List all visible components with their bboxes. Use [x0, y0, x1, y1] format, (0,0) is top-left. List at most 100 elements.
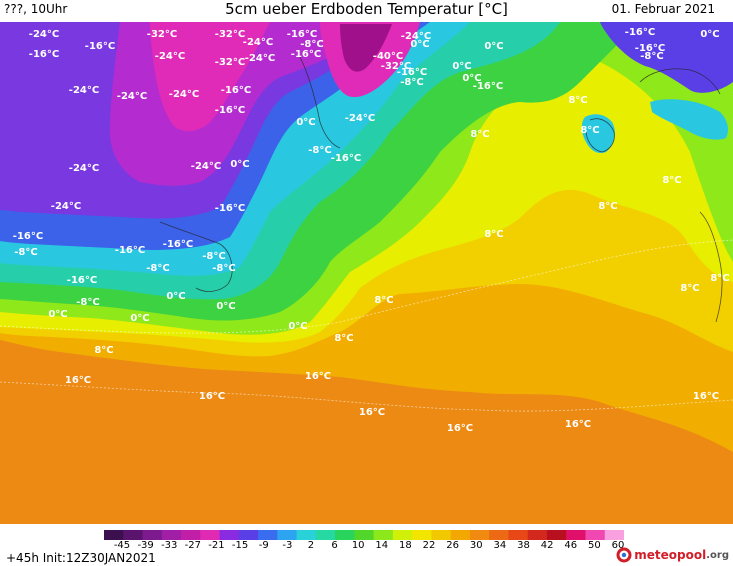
temperature-label: 16°C: [199, 391, 225, 402]
color-legend-bar: [104, 530, 624, 540]
legend-swatch: [104, 530, 124, 540]
legend-swatch: [450, 530, 471, 540]
temperature-label: 16°C: [693, 391, 719, 402]
temperature-label: 8°C: [470, 129, 489, 140]
temperature-label: 8°C: [680, 283, 699, 294]
legend-swatch: [412, 530, 433, 540]
temperature-label: -8°C: [14, 247, 37, 258]
temperature-label: -16°C: [291, 49, 321, 60]
zone-minus40: [340, 24, 392, 72]
temperature-label: 0°C: [166, 291, 185, 302]
legend-swatch: [373, 530, 394, 540]
legend-tick-label: -21: [208, 540, 225, 551]
coastlines: [159, 56, 723, 323]
temperature-label: 8°C: [568, 95, 587, 106]
temperature-label: -8°C: [308, 145, 331, 156]
temperature-label: -24°C: [243, 37, 273, 48]
temperature-label: -32°C: [215, 57, 245, 68]
temperature-label: 0°C: [288, 321, 307, 332]
temperature-label: 8°C: [374, 295, 393, 306]
temperature-label: 0°C: [410, 39, 429, 50]
temperature-label: -8°C: [212, 263, 235, 274]
temperature-label: -16°C: [215, 203, 245, 214]
legend-tick-label: -27: [184, 540, 202, 551]
legend-swatch: [258, 530, 278, 540]
temperature-label: -16°C: [29, 49, 59, 60]
legend-tick-label: 30: [469, 540, 483, 551]
temperature-label: -8°C: [146, 263, 169, 274]
temperature-label: 16°C: [359, 407, 385, 418]
temperature-label: -8°C: [76, 297, 99, 308]
logo-wordmark: meteopool: [634, 548, 707, 562]
temperature-label: -8°C: [640, 51, 663, 62]
temperature-label: -16°C: [635, 43, 665, 54]
temperature-label: -24°C: [401, 31, 431, 42]
temperature-label: 8°C: [710, 273, 729, 284]
legend-tick-label: 50: [588, 540, 601, 551]
temperature-label: -40°C: [373, 51, 403, 62]
legend-swatch: [604, 530, 624, 540]
legend-swatch: [392, 530, 413, 540]
legend-swatch: [315, 530, 336, 540]
temperature-label: 0°C: [462, 73, 481, 84]
temperature-label: -16°C: [67, 275, 97, 286]
temperature-label: -16°C: [397, 67, 427, 78]
zone-minus32: [150, 22, 270, 132]
temperature-label: -24°C: [117, 91, 147, 102]
legend-swatch: [585, 530, 606, 540]
legend-tick-label: 38: [517, 540, 530, 551]
legend-tick-label: 60: [611, 540, 625, 551]
temperature-labels: -24°C-16°C-32°C-24°C-32°C-24°C-16°C-8°C-…: [13, 27, 730, 434]
temperature-label: -16°C: [13, 231, 43, 242]
temperature-label: -24°C: [345, 113, 375, 124]
forecast-init-label: +45h Init:12Z30JAN2021: [6, 551, 156, 565]
temperature-label: -8°C: [400, 77, 423, 88]
legend-tick-label: -33: [161, 540, 178, 551]
temperature-label: -24°C: [69, 85, 99, 96]
legend-tick-label: -9: [258, 540, 269, 551]
temperature-label: 0°C: [700, 29, 719, 40]
color-legend-ticks: -45 -39 -33 -27 -21 -15 -9 -3 2 6 10 14 18 22 26 30 34 38…: [104, 540, 625, 553]
time-label: ???, 10Uhr: [4, 2, 68, 16]
map-header: ???, 10Uhr 5cm ueber Erdboden Temperatur…: [0, 0, 733, 22]
legend-swatch: [335, 530, 355, 540]
isolines: [0, 239, 733, 412]
temperature-label: -16°C: [287, 29, 317, 40]
temperature-label: -32°C: [215, 29, 245, 40]
temperature-label: -32°C: [147, 29, 177, 40]
meteopool-logo[interactable]: meteopool .org: [616, 546, 729, 564]
temperature-label: -8°C: [300, 39, 323, 50]
temperature-label: 0°C: [230, 159, 249, 170]
legend-swatch: [566, 530, 587, 540]
legend-swatch: [200, 530, 221, 540]
temperature-label: -16°C: [215, 105, 245, 116]
temperature-label: 0°C: [48, 309, 67, 320]
legend-swatch: [142, 530, 163, 540]
temperature-label: -24°C: [69, 163, 99, 174]
legend-swatch: [354, 530, 375, 540]
map-title: 5cm ueber Erdboden Temperatur [°C]: [225, 0, 508, 18]
legend-swatch: [123, 530, 144, 540]
temperature-label: -24°C: [51, 201, 81, 212]
temperature-map: -24°C-16°C-32°C-24°C-32°C-24°C-16°C-8°C-…: [0, 22, 733, 524]
temperature-label: -16°C: [221, 85, 251, 96]
temperature-label: -16°C: [115, 245, 145, 256]
temperature-label: 0°C: [484, 41, 503, 52]
temperature-label: -32°C: [381, 61, 411, 72]
legend-tick-label: 22: [422, 540, 436, 551]
legend-swatch: [431, 530, 452, 540]
temperature-label: -16°C: [85, 41, 115, 52]
legend-tick-label: 6: [331, 540, 338, 551]
temperature-label: -16°C: [473, 81, 503, 92]
temperature-label: 0°C: [452, 61, 471, 72]
temperature-label: -16°C: [163, 239, 193, 250]
legend-tick-label: 18: [399, 540, 412, 551]
meteopool-logo-icon: [616, 547, 632, 563]
temperature-label: 16°C: [565, 419, 591, 430]
legend-swatch: [219, 530, 240, 540]
valid-date: 01. Februar 2021: [611, 2, 715, 16]
temperature-label: 8°C: [94, 345, 113, 356]
temperature-label: 8°C: [484, 229, 503, 240]
legend-tick-label: 46: [564, 540, 578, 551]
